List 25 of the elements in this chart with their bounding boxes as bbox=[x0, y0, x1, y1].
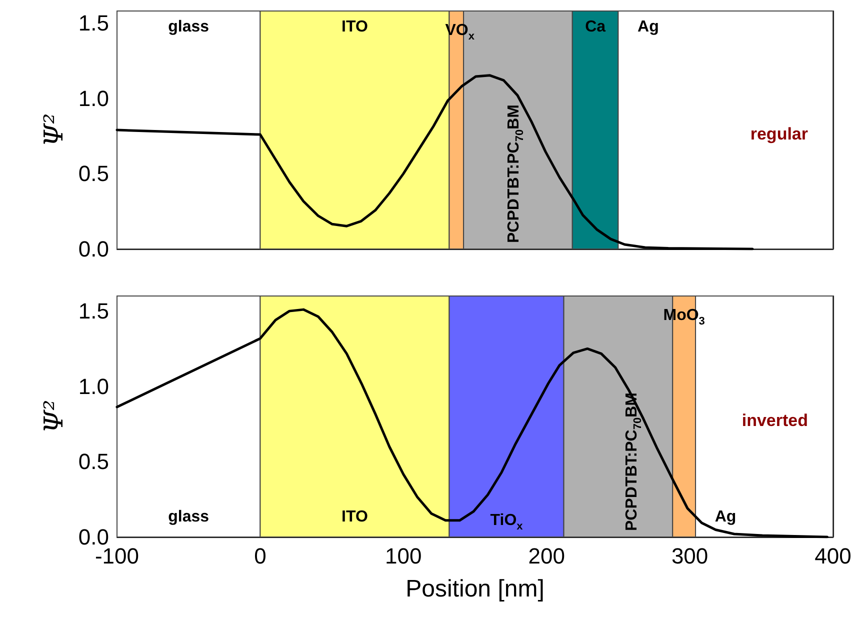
band-label: PCPDTBT:PC70BM bbox=[505, 104, 526, 243]
band-label: ITO bbox=[342, 18, 368, 36]
x-tick-label: 300 bbox=[671, 544, 708, 568]
y-axis-title: Ψ² bbox=[40, 113, 70, 147]
band-label: Ag bbox=[638, 18, 659, 36]
y-tick-label: 1.0 bbox=[78, 86, 109, 111]
x-tick-label: 400 bbox=[814, 544, 852, 568]
y-tick-label: 1.5 bbox=[78, 298, 109, 324]
band-label: ITO bbox=[342, 508, 368, 526]
y-axis-title: Ψ² bbox=[40, 400, 70, 434]
band-label: Ca bbox=[585, 18, 606, 36]
band-label: glass bbox=[168, 508, 210, 526]
band-label: Ag bbox=[714, 508, 736, 526]
annotation: inverted bbox=[742, 411, 808, 430]
band-label: glass bbox=[168, 18, 210, 36]
y-tick-label: 0.5 bbox=[78, 161, 109, 186]
x-tick-label: 0 bbox=[254, 544, 266, 568]
y-tick-label: 1.5 bbox=[78, 10, 109, 36]
y-tick-label: 0.5 bbox=[78, 449, 109, 474]
annotation: regular bbox=[750, 124, 808, 144]
x-tick-label: 100 bbox=[385, 544, 422, 568]
y-tick-label: 1.0 bbox=[78, 374, 109, 399]
x-tick-label: 200 bbox=[528, 544, 565, 568]
y-tick-label: 0.0 bbox=[78, 236, 109, 262]
x-axis-title: Position [nm] bbox=[406, 576, 544, 602]
